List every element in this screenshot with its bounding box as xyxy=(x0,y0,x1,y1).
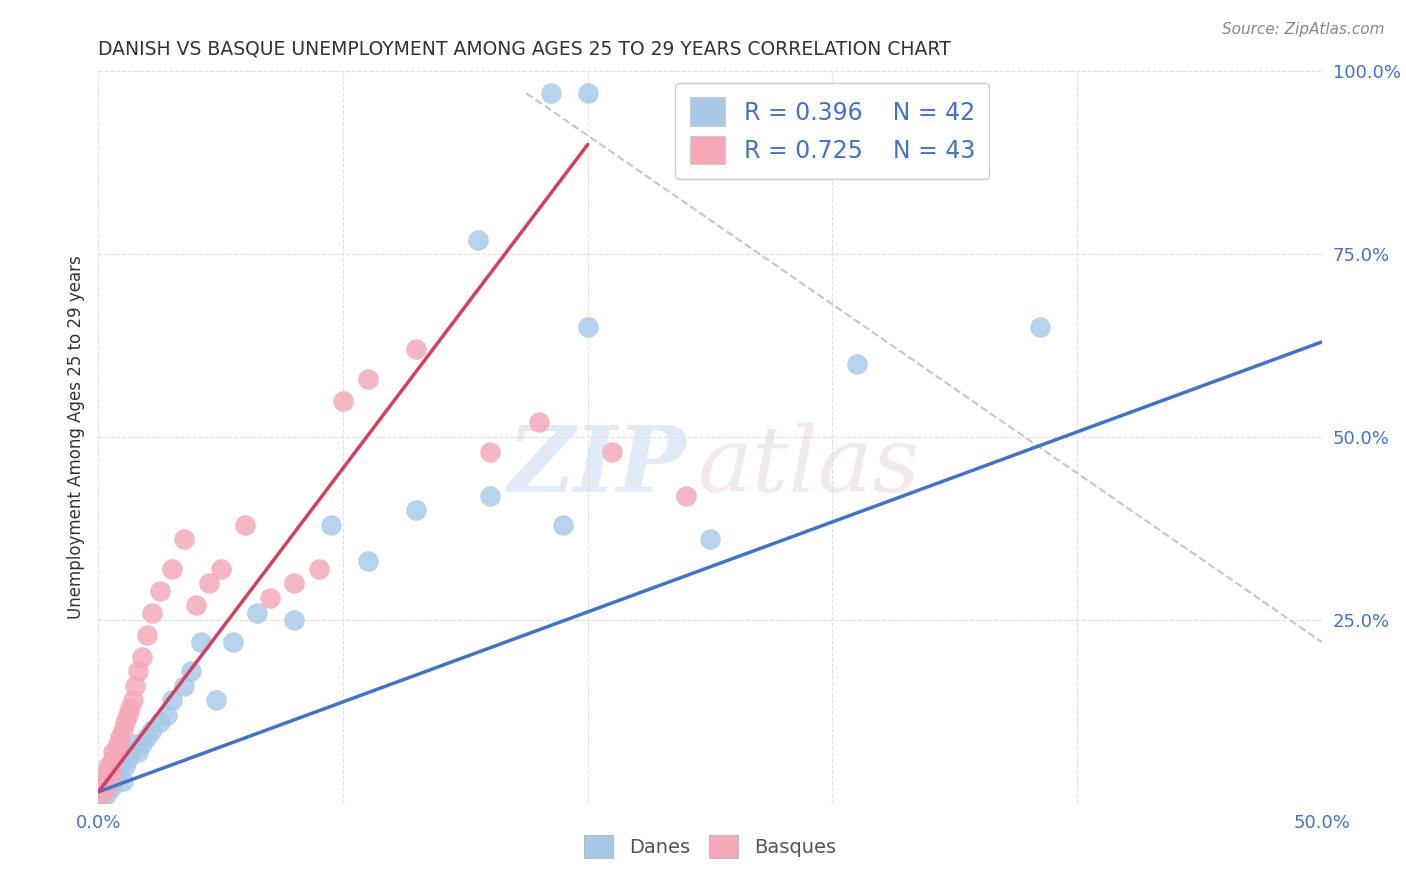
Y-axis label: Unemployment Among Ages 25 to 29 years: Unemployment Among Ages 25 to 29 years xyxy=(66,255,84,619)
Point xyxy=(101,752,124,766)
Point xyxy=(97,781,120,796)
Point xyxy=(124,679,146,693)
Point xyxy=(97,773,120,788)
Text: atlas: atlas xyxy=(697,422,920,510)
Point xyxy=(576,87,599,101)
Point xyxy=(600,444,623,458)
Point xyxy=(205,693,228,707)
Point xyxy=(222,635,245,649)
Point xyxy=(478,444,501,458)
Point xyxy=(111,773,134,788)
Point xyxy=(405,343,427,357)
Point xyxy=(121,693,143,707)
Point xyxy=(117,708,139,723)
Point xyxy=(100,766,122,780)
Point xyxy=(100,773,122,788)
Point xyxy=(553,517,575,532)
Point xyxy=(110,730,132,744)
Point xyxy=(699,533,721,547)
Point xyxy=(94,781,117,796)
Point xyxy=(405,503,427,517)
Point xyxy=(127,745,149,759)
Point xyxy=(186,599,208,613)
Point xyxy=(104,745,127,759)
Point xyxy=(1029,320,1052,334)
Point xyxy=(467,233,489,247)
Point xyxy=(131,649,153,664)
Point xyxy=(114,759,136,773)
Point xyxy=(190,635,212,649)
Point xyxy=(94,773,117,788)
Point xyxy=(160,693,183,707)
Point xyxy=(97,773,120,788)
Point xyxy=(141,606,163,620)
Point xyxy=(100,759,122,773)
Point xyxy=(114,715,136,730)
Legend: Danes, Basques: Danes, Basques xyxy=(576,827,844,866)
Point xyxy=(332,393,354,408)
Point xyxy=(233,517,256,532)
Text: Source: ZipAtlas.com: Source: ZipAtlas.com xyxy=(1222,22,1385,37)
Text: DANISH VS BASQUE UNEMPLOYMENT AMONG AGES 25 TO 29 YEARS CORRELATION CHART: DANISH VS BASQUE UNEMPLOYMENT AMONG AGES… xyxy=(98,39,952,59)
Point xyxy=(94,781,117,796)
Point xyxy=(111,752,134,766)
Point xyxy=(120,745,142,759)
Point xyxy=(356,554,378,568)
Point xyxy=(845,357,868,371)
Point xyxy=(131,737,153,751)
Point xyxy=(136,627,159,641)
Text: ZIP: ZIP xyxy=(508,422,686,511)
Point xyxy=(94,789,117,803)
Point xyxy=(101,773,124,788)
Point xyxy=(117,752,139,766)
Point xyxy=(110,759,132,773)
Point xyxy=(160,562,183,576)
Point xyxy=(478,489,501,503)
Point xyxy=(180,664,202,678)
Point xyxy=(156,708,179,723)
Point xyxy=(91,773,114,788)
Point xyxy=(319,517,342,532)
Point xyxy=(107,737,129,751)
Point xyxy=(90,789,112,803)
Point xyxy=(104,759,127,773)
Point xyxy=(90,781,112,796)
Point xyxy=(308,562,330,576)
Point xyxy=(101,745,124,759)
Point xyxy=(197,576,219,591)
Point xyxy=(111,723,134,737)
Point xyxy=(149,583,172,598)
Point xyxy=(540,87,562,101)
Point xyxy=(127,664,149,678)
Point xyxy=(356,371,378,385)
Point xyxy=(91,773,114,788)
Point xyxy=(141,723,163,737)
Point xyxy=(283,576,305,591)
Point xyxy=(527,416,550,430)
Point xyxy=(173,533,195,547)
Point xyxy=(97,759,120,773)
Point xyxy=(120,700,142,714)
Point xyxy=(246,606,269,620)
Point xyxy=(576,320,599,334)
Point xyxy=(107,766,129,780)
Point xyxy=(90,789,112,803)
Point xyxy=(149,715,172,730)
Point xyxy=(91,781,114,796)
Point xyxy=(283,613,305,627)
Point xyxy=(136,730,159,744)
Point xyxy=(94,766,117,780)
Point xyxy=(173,679,195,693)
Point xyxy=(209,562,232,576)
Point xyxy=(104,766,127,780)
Point xyxy=(91,781,114,796)
Point xyxy=(259,591,281,605)
Point xyxy=(100,781,122,796)
Point xyxy=(124,737,146,751)
Point xyxy=(675,489,697,503)
